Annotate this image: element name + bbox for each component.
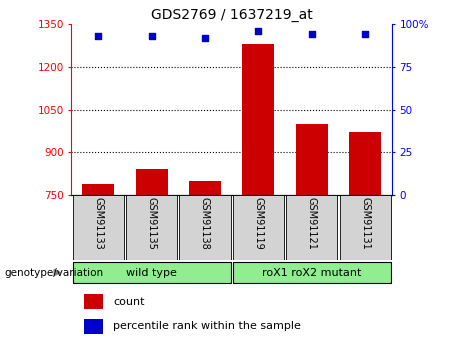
Bar (233, 262, 391, 284)
Point (308, 32, 315, 37)
Text: GSM91135: GSM91135 (147, 197, 157, 250)
Point (361, 32, 369, 37)
Bar (286, 195, 337, 260)
Bar (349, 132, 381, 195)
Text: roX1 roX2 mutant: roX1 roX2 mutant (262, 268, 361, 277)
Bar (242, 44, 274, 195)
Point (148, 33, 155, 39)
Text: GSM91133: GSM91133 (93, 197, 103, 250)
Bar (296, 124, 328, 195)
Bar (126, 195, 177, 260)
Text: GSM91121: GSM91121 (307, 197, 317, 250)
Text: count: count (113, 297, 145, 307)
Bar (82, 184, 114, 195)
Point (95, 33, 102, 39)
Bar (72, 195, 124, 260)
Bar (136, 169, 167, 195)
Text: GSM91119: GSM91119 (254, 197, 263, 250)
Text: percentile rank within the sample: percentile rank within the sample (113, 321, 301, 331)
Bar (189, 181, 221, 195)
Bar (339, 195, 391, 260)
Title: GDS2769 / 1637219_at: GDS2769 / 1637219_at (151, 8, 313, 22)
Bar (72, 262, 230, 284)
Text: wild type: wild type (126, 268, 177, 277)
Text: genotype/variation: genotype/variation (5, 268, 104, 277)
Point (254, 28, 262, 34)
Point (201, 35, 209, 41)
Text: GSM91138: GSM91138 (200, 197, 210, 250)
Text: GSM91131: GSM91131 (360, 197, 370, 250)
Bar (84, 318, 103, 334)
Bar (179, 195, 230, 260)
Bar (84, 295, 103, 309)
Bar (233, 195, 284, 260)
